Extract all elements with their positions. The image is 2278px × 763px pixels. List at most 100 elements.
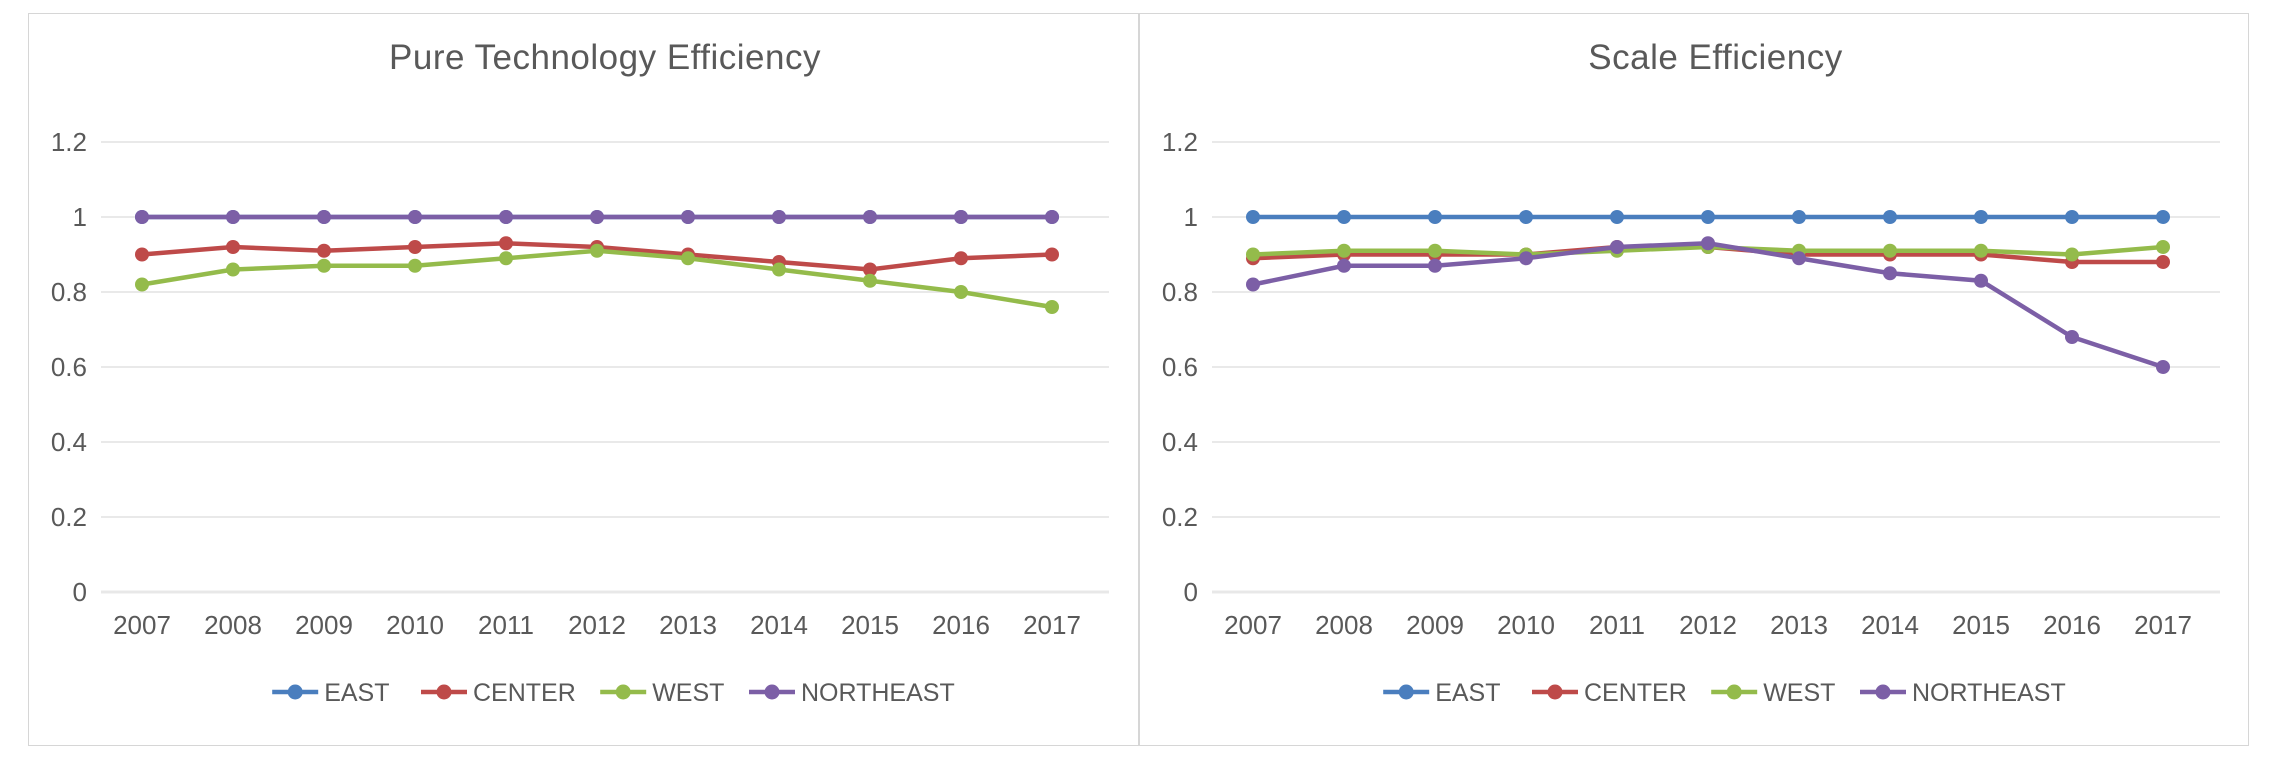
legend-marker-dot-icon — [436, 684, 452, 700]
data-point-east — [2064, 210, 2079, 224]
data-point-northeast — [1882, 266, 1897, 281]
data-point-northeast — [1427, 258, 1442, 273]
data-point-west — [135, 277, 149, 292]
data-point-east — [1336, 210, 1351, 224]
y-axis-tick-label: 0.2 — [51, 502, 87, 532]
y-axis-tick-label: 0 — [1183, 577, 1197, 607]
legend-label: NORTHEAST — [1912, 679, 2066, 707]
legend-item-west: WEST — [600, 679, 724, 707]
data-point-northeast — [226, 210, 240, 224]
legend-item-northeast: NORTHEAST — [748, 679, 955, 707]
data-point-west — [1973, 243, 1988, 258]
data-point-west — [863, 273, 877, 288]
x-axis-tick-label: 2016 — [932, 610, 990, 640]
data-point-northeast — [1609, 240, 1624, 254]
efficiency-charts-figure: Pure Technology Efficiency 1.2 1 0.8 0.6 0.4… — [28, 13, 2249, 746]
scale-efficiency-line-chart: 1.2 1 0.8 0.6 0.4 0.2 0 2007 2008 2009 2010 2011 201… — [1161, 127, 2220, 707]
legend-item-center: CENTER — [1531, 679, 1687, 707]
chart-title: Scale Efficiency — [1588, 38, 1843, 77]
legend-marker-dot-icon — [1875, 684, 1890, 700]
y-axis-tick-label: 1 — [73, 202, 87, 232]
chart-panel-scale-efficiency: Scale Efficiency 1.2 1 0.8 0.6 0.4 0.2 0 2007 20… — [1140, 14, 2249, 745]
legend-item-northeast: NORTHEAST — [1859, 679, 2066, 707]
legend-label: WEST — [1763, 679, 1835, 707]
x-axis-tick-label: 2012 — [568, 610, 626, 640]
legend-item-east: EAST — [1382, 679, 1500, 707]
x-axis-tick-label: 2015 — [841, 610, 899, 640]
legend-label: CENTER — [1584, 679, 1687, 707]
data-point-east — [1609, 210, 1624, 224]
chart-panel-pure-technology-efficiency: Pure Technology Efficiency 1.2 1 0.8 0.6 0.4… — [29, 14, 1138, 745]
data-point-west — [499, 251, 513, 266]
x-axis-tick-label: 2013 — [1770, 610, 1828, 640]
data-point-west — [1045, 300, 1059, 314]
y-axis-tick-label: 0.6 — [1161, 352, 1197, 382]
data-point-northeast — [2155, 360, 2170, 374]
data-point-northeast — [1700, 236, 1715, 251]
data-point-west — [590, 243, 604, 258]
data-point-northeast — [1973, 273, 1988, 288]
data-point-northeast — [1336, 258, 1351, 273]
data-point-center — [2155, 255, 2170, 269]
data-point-center — [1045, 247, 1059, 262]
y-axis-tick-label: 1.2 — [51, 127, 87, 157]
data-point-west — [681, 251, 695, 266]
x-axis-tick-label: 2013 — [659, 610, 717, 640]
series-line-west — [141, 248, 1053, 310]
y-axis-tick-label: 0.4 — [1161, 427, 1197, 457]
x-axis-tick-label: 2015 — [1952, 610, 2010, 640]
data-point-west — [1427, 243, 1442, 258]
legend-label: EAST — [1435, 679, 1500, 707]
data-point-east — [1882, 210, 1897, 224]
legend-item-east: EAST — [272, 679, 389, 707]
data-point-west — [2064, 247, 2079, 262]
chart-title: Pure Technology Efficiency — [389, 38, 821, 77]
x-axis-tick-label: 2007 — [1224, 610, 1282, 640]
data-point-northeast — [863, 210, 877, 224]
y-axis-tick-label: 0 — [73, 577, 87, 607]
data-point-northeast — [1045, 210, 1059, 224]
data-point-west — [1245, 247, 1260, 262]
y-axis-tick-label: 1.2 — [1161, 127, 1197, 157]
panel-divider — [1137, 14, 1140, 745]
x-axis-tick-label: 2009 — [295, 610, 353, 640]
y-axis-tick-label: 0.2 — [1161, 502, 1197, 532]
x-axis-tick-label: 2008 — [1315, 610, 1373, 640]
legend-item-west: WEST — [1710, 679, 1835, 707]
legend-label: CENTER — [473, 679, 576, 707]
x-axis-tick-label: 2011 — [1589, 610, 1645, 640]
data-point-east — [1245, 210, 1260, 224]
y-axis-tick-label: 0.8 — [51, 277, 87, 307]
legend-item-center: CENTER — [421, 679, 576, 707]
x-axis-tick-label: 2010 — [1497, 610, 1555, 640]
x-axis-tick-label: 2014 — [1861, 610, 1919, 640]
legend-marker-dot-icon — [764, 684, 780, 700]
x-axis-tick-label: 2012 — [1679, 610, 1737, 640]
x-axis-tick-label: 2007 — [113, 610, 171, 640]
x-axis-tick-label: 2009 — [1406, 610, 1464, 640]
data-point-center — [499, 236, 513, 251]
x-axis-tick-label: 2014 — [750, 610, 808, 640]
series-line-northeast — [1252, 240, 2164, 370]
data-point-northeast — [317, 210, 331, 224]
x-axis-tick-label: 2008 — [204, 610, 262, 640]
data-point-northeast — [2064, 330, 2079, 344]
data-point-west — [2155, 240, 2170, 254]
data-point-center — [408, 240, 422, 254]
legend: EAST CENTER WEST NORTHEAST — [1382, 679, 2066, 707]
pure-technology-efficiency-line-chart: 1.2 1 0.8 0.6 0.4 0.2 0 2007 2008 2009 2010 2011 201… — [51, 127, 1109, 707]
data-point-west — [1336, 243, 1351, 258]
x-axis-tick-label: 2017 — [2134, 610, 2192, 640]
y-axis-tick-label: 0.8 — [1161, 277, 1197, 307]
data-point-center — [135, 247, 149, 262]
data-point-northeast — [772, 210, 786, 224]
data-point-northeast — [681, 210, 695, 224]
data-point-east — [1700, 210, 1715, 224]
data-point-east — [2155, 210, 2170, 224]
y-axis-tick-label: 1 — [1183, 202, 1197, 232]
data-point-northeast — [135, 210, 149, 224]
data-point-west — [226, 262, 240, 277]
legend-marker-dot-icon — [1726, 684, 1742, 700]
data-point-center — [954, 251, 968, 266]
legend: EAST CENTER WEST NORTHEAST — [272, 679, 955, 707]
